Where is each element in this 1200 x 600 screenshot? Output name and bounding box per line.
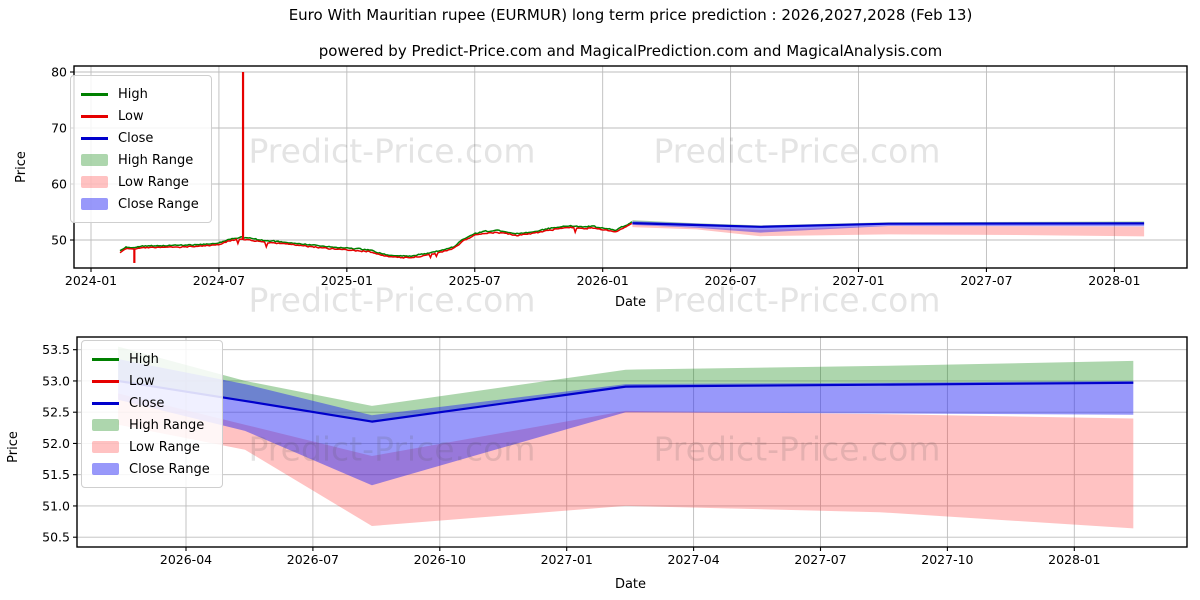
legend-item-close-range: Close Range: [81, 193, 199, 215]
top-y-axis-label: Price: [14, 151, 29, 183]
svg-text:2028-01: 2028-01: [1088, 273, 1140, 288]
legend-item-label: Close Range: [129, 461, 210, 477]
svg-text:2028-01: 2028-01: [1048, 552, 1100, 567]
legend-item-close-range: Close Range: [92, 458, 210, 480]
svg-text:2027-01: 2027-01: [832, 273, 884, 288]
svg-text:51.0: 51.0: [42, 498, 70, 513]
legend-item-low: Low: [92, 370, 210, 392]
legend-line-swatch: [81, 114, 108, 118]
svg-text:2026-10: 2026-10: [414, 552, 466, 567]
svg-text:2024-01: 2024-01: [65, 273, 117, 288]
legend-item-label: Close: [129, 395, 165, 411]
bottom-y-axis-label: Price: [6, 431, 21, 463]
bottom-chart-legend: High Low Close High Range Low Range Close Ran…: [81, 340, 223, 488]
page-subtitle: powered by Predict-Price.com and Magical…: [318, 42, 943, 60]
svg-text:2027-10: 2027-10: [921, 552, 973, 567]
legend-patch-swatch: [92, 441, 119, 453]
legend-item-low-range: Low Range: [92, 436, 210, 458]
page-title: Euro With Mauritian rupee (EURMUR) long …: [288, 6, 973, 24]
legend-line-swatch: [81, 136, 108, 140]
svg-text:51.5: 51.5: [42, 467, 70, 482]
svg-text:53.5: 53.5: [42, 342, 70, 357]
svg-text:53.0: 53.0: [42, 373, 70, 388]
legend-patch-swatch: [81, 198, 108, 210]
legend-item-label: Low Range: [118, 174, 189, 190]
legend-item-label: Low: [118, 108, 144, 124]
legend-item-low-range: Low Range: [81, 171, 199, 193]
svg-text:60: 60: [51, 177, 67, 192]
legend-patch-swatch: [81, 176, 108, 188]
top-chart-legend: High Low Close High Range Low Range Close Ran…: [70, 75, 212, 223]
legend-line-swatch: [92, 401, 119, 405]
svg-text:2026-07: 2026-07: [704, 273, 756, 288]
svg-text:2025-01: 2025-01: [321, 273, 373, 288]
legend-item-high: High: [92, 348, 210, 370]
legend-line-swatch: [92, 357, 119, 361]
legend-item-low: Low: [81, 105, 199, 127]
svg-text:2027-07: 2027-07: [794, 552, 846, 567]
legend-item-high: High: [81, 83, 199, 105]
svg-text:70: 70: [51, 121, 67, 136]
svg-text:80: 80: [51, 65, 67, 80]
svg-text:2026-04: 2026-04: [160, 552, 212, 567]
top-x-axis-label: Date: [614, 295, 647, 310]
svg-text:2026-07: 2026-07: [287, 552, 339, 567]
legend-patch-swatch: [92, 419, 119, 431]
legend-item-close: Close: [81, 127, 199, 149]
legend-item-high-range: High Range: [81, 149, 199, 171]
legend-line-swatch: [92, 379, 119, 383]
svg-text:2024-07: 2024-07: [193, 273, 245, 288]
legend-item-close: Close: [92, 392, 210, 414]
bottom-x-axis-label: Date: [614, 577, 647, 592]
svg-text:2027-01: 2027-01: [541, 552, 593, 567]
legend-item-label: Low: [129, 373, 155, 389]
svg-text:52.5: 52.5: [42, 405, 70, 420]
legend-patch-swatch: [81, 154, 108, 166]
legend-item-label: High: [118, 86, 148, 102]
svg-text:2026-01: 2026-01: [577, 273, 629, 288]
legend-item-label: Close Range: [118, 196, 199, 212]
legend-item-high-range: High Range: [92, 414, 210, 436]
legend-item-label: Low Range: [129, 439, 200, 455]
legend-line-swatch: [81, 92, 108, 96]
svg-text:50: 50: [51, 233, 67, 248]
legend-item-label: High: [129, 351, 159, 367]
svg-text:2027-07: 2027-07: [960, 273, 1012, 288]
svg-text:52.0: 52.0: [42, 436, 70, 451]
legend-item-label: High Range: [118, 152, 194, 168]
legend-patch-swatch: [92, 463, 119, 475]
svg-text:2025-07: 2025-07: [449, 273, 501, 288]
legend-item-label: High Range: [129, 417, 205, 433]
legend-item-label: Close: [118, 130, 154, 146]
svg-text:50.5: 50.5: [42, 530, 70, 545]
svg-text:2027-04: 2027-04: [667, 552, 719, 567]
